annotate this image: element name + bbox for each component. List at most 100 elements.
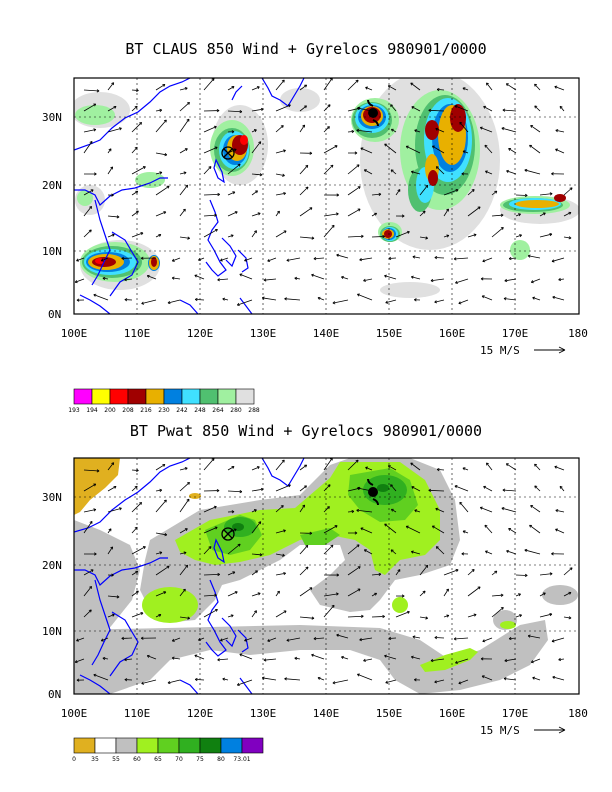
wind-vector-head [283, 571, 286, 576]
wind-vector [486, 462, 493, 471]
wind-vector-head [159, 108, 163, 112]
wind-vector-head [494, 190, 498, 194]
wind-vector [360, 527, 373, 534]
wind-vector-head [124, 658, 127, 662]
wind-vector [430, 658, 445, 662]
wind-vector-head [102, 276, 106, 281]
wind-vector [419, 210, 426, 217]
wind-vector-head [110, 166, 114, 170]
wind-vector [172, 257, 181, 262]
wind-vector-head [505, 463, 509, 467]
wind-vector-head [208, 546, 212, 550]
wind-vector [294, 657, 301, 660]
wind-vector-head [532, 296, 536, 300]
wind-vector-head [237, 543, 241, 547]
wind-vector-head [388, 636, 392, 640]
wind-vector-head [494, 570, 498, 574]
wind-vector [410, 462, 421, 471]
wind-vector-head [388, 256, 392, 260]
wind-vector-head [446, 614, 450, 618]
wind-vector [384, 275, 397, 280]
wind-vector-head [390, 549, 394, 553]
wind-vector [251, 141, 262, 154]
wind-vector [179, 564, 188, 576]
wind-vector [454, 105, 469, 112]
wind-vector [251, 212, 261, 217]
wind-vector-head [363, 658, 366, 662]
wind-vector [347, 164, 360, 175]
wind-vector [371, 616, 385, 618]
wind-vector [131, 232, 144, 238]
wind-vector [76, 257, 85, 262]
wind-vector [237, 679, 253, 686]
wind-vector-head [453, 637, 457, 641]
wind-vector [323, 506, 330, 513]
wind-vector [502, 489, 517, 492]
wind-vector [454, 485, 469, 492]
wind-vector-head [501, 127, 505, 131]
wind-vector [323, 225, 335, 238]
wind-vector-head [260, 107, 264, 112]
wind-vector [491, 570, 498, 576]
bottom-map-frame [73, 457, 580, 695]
wind-vector-head [232, 191, 236, 195]
wind-vector-head [359, 638, 363, 642]
wind-vector [179, 87, 188, 91]
wind-vector-head [96, 469, 100, 473]
wind-vector-head [524, 168, 528, 173]
wind-vector [347, 130, 354, 133]
wind-vector-head [305, 186, 309, 190]
wind-vector-head [434, 635, 438, 640]
wind-vector-head [390, 128, 394, 132]
wind-vector-head [158, 613, 162, 617]
top-panel-title: BT CLAUS 850 Wind + Gyrelocs 980901/0000 [125, 40, 487, 58]
wind-vector [227, 591, 238, 597]
wind-vector-head [483, 105, 487, 109]
wind-vector-head [233, 528, 237, 532]
wind-vector [124, 278, 133, 281]
wind-vector [563, 592, 572, 597]
wind-vector-head [414, 509, 418, 513]
wind-vector [504, 658, 517, 662]
wind-vector [203, 609, 218, 618]
wind-vector-head [326, 506, 330, 510]
wind-vector-head [287, 484, 291, 488]
bottom-lon-label: 110E [124, 707, 151, 720]
wind-vector-head [213, 125, 217, 129]
wind-vector [83, 229, 92, 238]
wind-vector [131, 210, 139, 217]
wind-vector [359, 257, 373, 261]
wind-vector [539, 212, 546, 217]
top-map-frame [73, 77, 580, 315]
wind-vector [275, 505, 284, 513]
wind-vector [341, 276, 349, 280]
wind-vector-head [302, 504, 306, 508]
wind-vector-head [356, 544, 360, 548]
wind-vector [459, 501, 469, 513]
wind-vector-head [113, 105, 117, 109]
wind-vector-head [559, 105, 563, 109]
wind-vector [347, 208, 361, 217]
wind-vector [462, 87, 469, 91]
wind-vector [323, 484, 331, 492]
wind-vector [395, 569, 401, 576]
wind-vector-head [414, 678, 417, 682]
bottom-lon-label: 150E [376, 707, 403, 720]
wind-vector [251, 129, 257, 133]
wind-vector [107, 546, 113, 555]
wind-vector [443, 569, 459, 576]
wind-vector-head [569, 187, 573, 191]
wind-vector [485, 170, 493, 175]
wind-vector [539, 573, 553, 576]
wind-vector-head [458, 301, 462, 305]
wind-vector-head [76, 298, 80, 302]
wind-vector-head [435, 166, 439, 170]
wind-vector [195, 299, 205, 301]
wind-vector [299, 186, 309, 196]
wind-vector-head [187, 236, 190, 240]
wind-vector-head [500, 606, 504, 610]
wind-vector-head [412, 255, 416, 259]
wind-vector-head [530, 125, 534, 128]
wind-vector-head [401, 594, 405, 598]
wind-vector [75, 278, 85, 283]
